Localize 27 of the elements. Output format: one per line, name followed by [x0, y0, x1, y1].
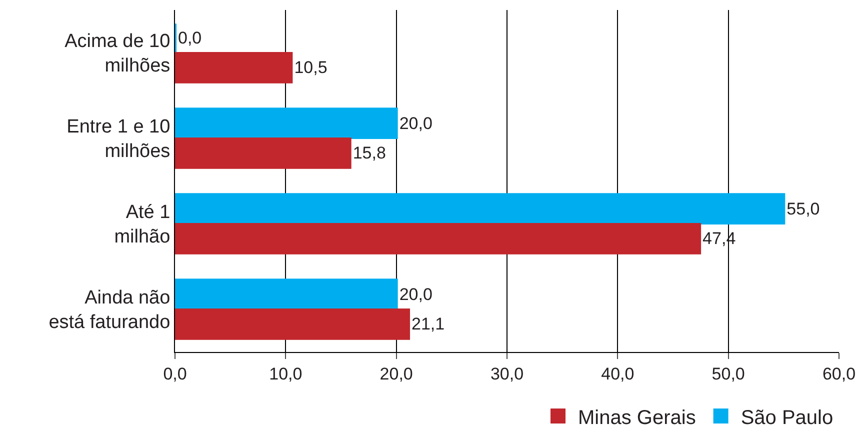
x-tick-label: 40,0: [601, 364, 634, 384]
bar: [175, 108, 398, 139]
legend-label: Minas Gerais: [578, 406, 696, 429]
bar: [175, 193, 786, 224]
x-tick-label: 50,0: [712, 364, 745, 384]
data-label: 20,0: [399, 284, 432, 304]
y-tick-label: Até 1 milhão: [114, 202, 170, 248]
bar: [175, 223, 702, 254]
x-tick-label: 30,0: [490, 364, 524, 384]
bar: [175, 52, 293, 84]
data-label: 20,0: [399, 114, 432, 133]
bar: [175, 308, 410, 340]
data-label: 10,5: [294, 58, 328, 78]
data-label: 0,0: [178, 28, 202, 48]
bar: [175, 278, 398, 310]
data-label: 21,1: [412, 314, 445, 334]
data-label: 55,0: [786, 199, 820, 218]
y-tick-label: Acima de 10 milhões: [64, 31, 170, 77]
data-label: 15,8: [352, 144, 386, 163]
y-tick-label: Ainda não está faturando: [48, 288, 170, 334]
x-tick-label: 0,0: [163, 364, 187, 384]
x-tick-label: 10,0: [269, 364, 302, 384]
y-tick-label: Entre 1 e 10 milhões: [66, 116, 170, 162]
x-tick-label: 60,0: [822, 364, 856, 384]
x-tick-label: 20,0: [380, 364, 413, 384]
legend-label: São Paulo: [740, 406, 834, 429]
bar: [175, 138, 352, 169]
